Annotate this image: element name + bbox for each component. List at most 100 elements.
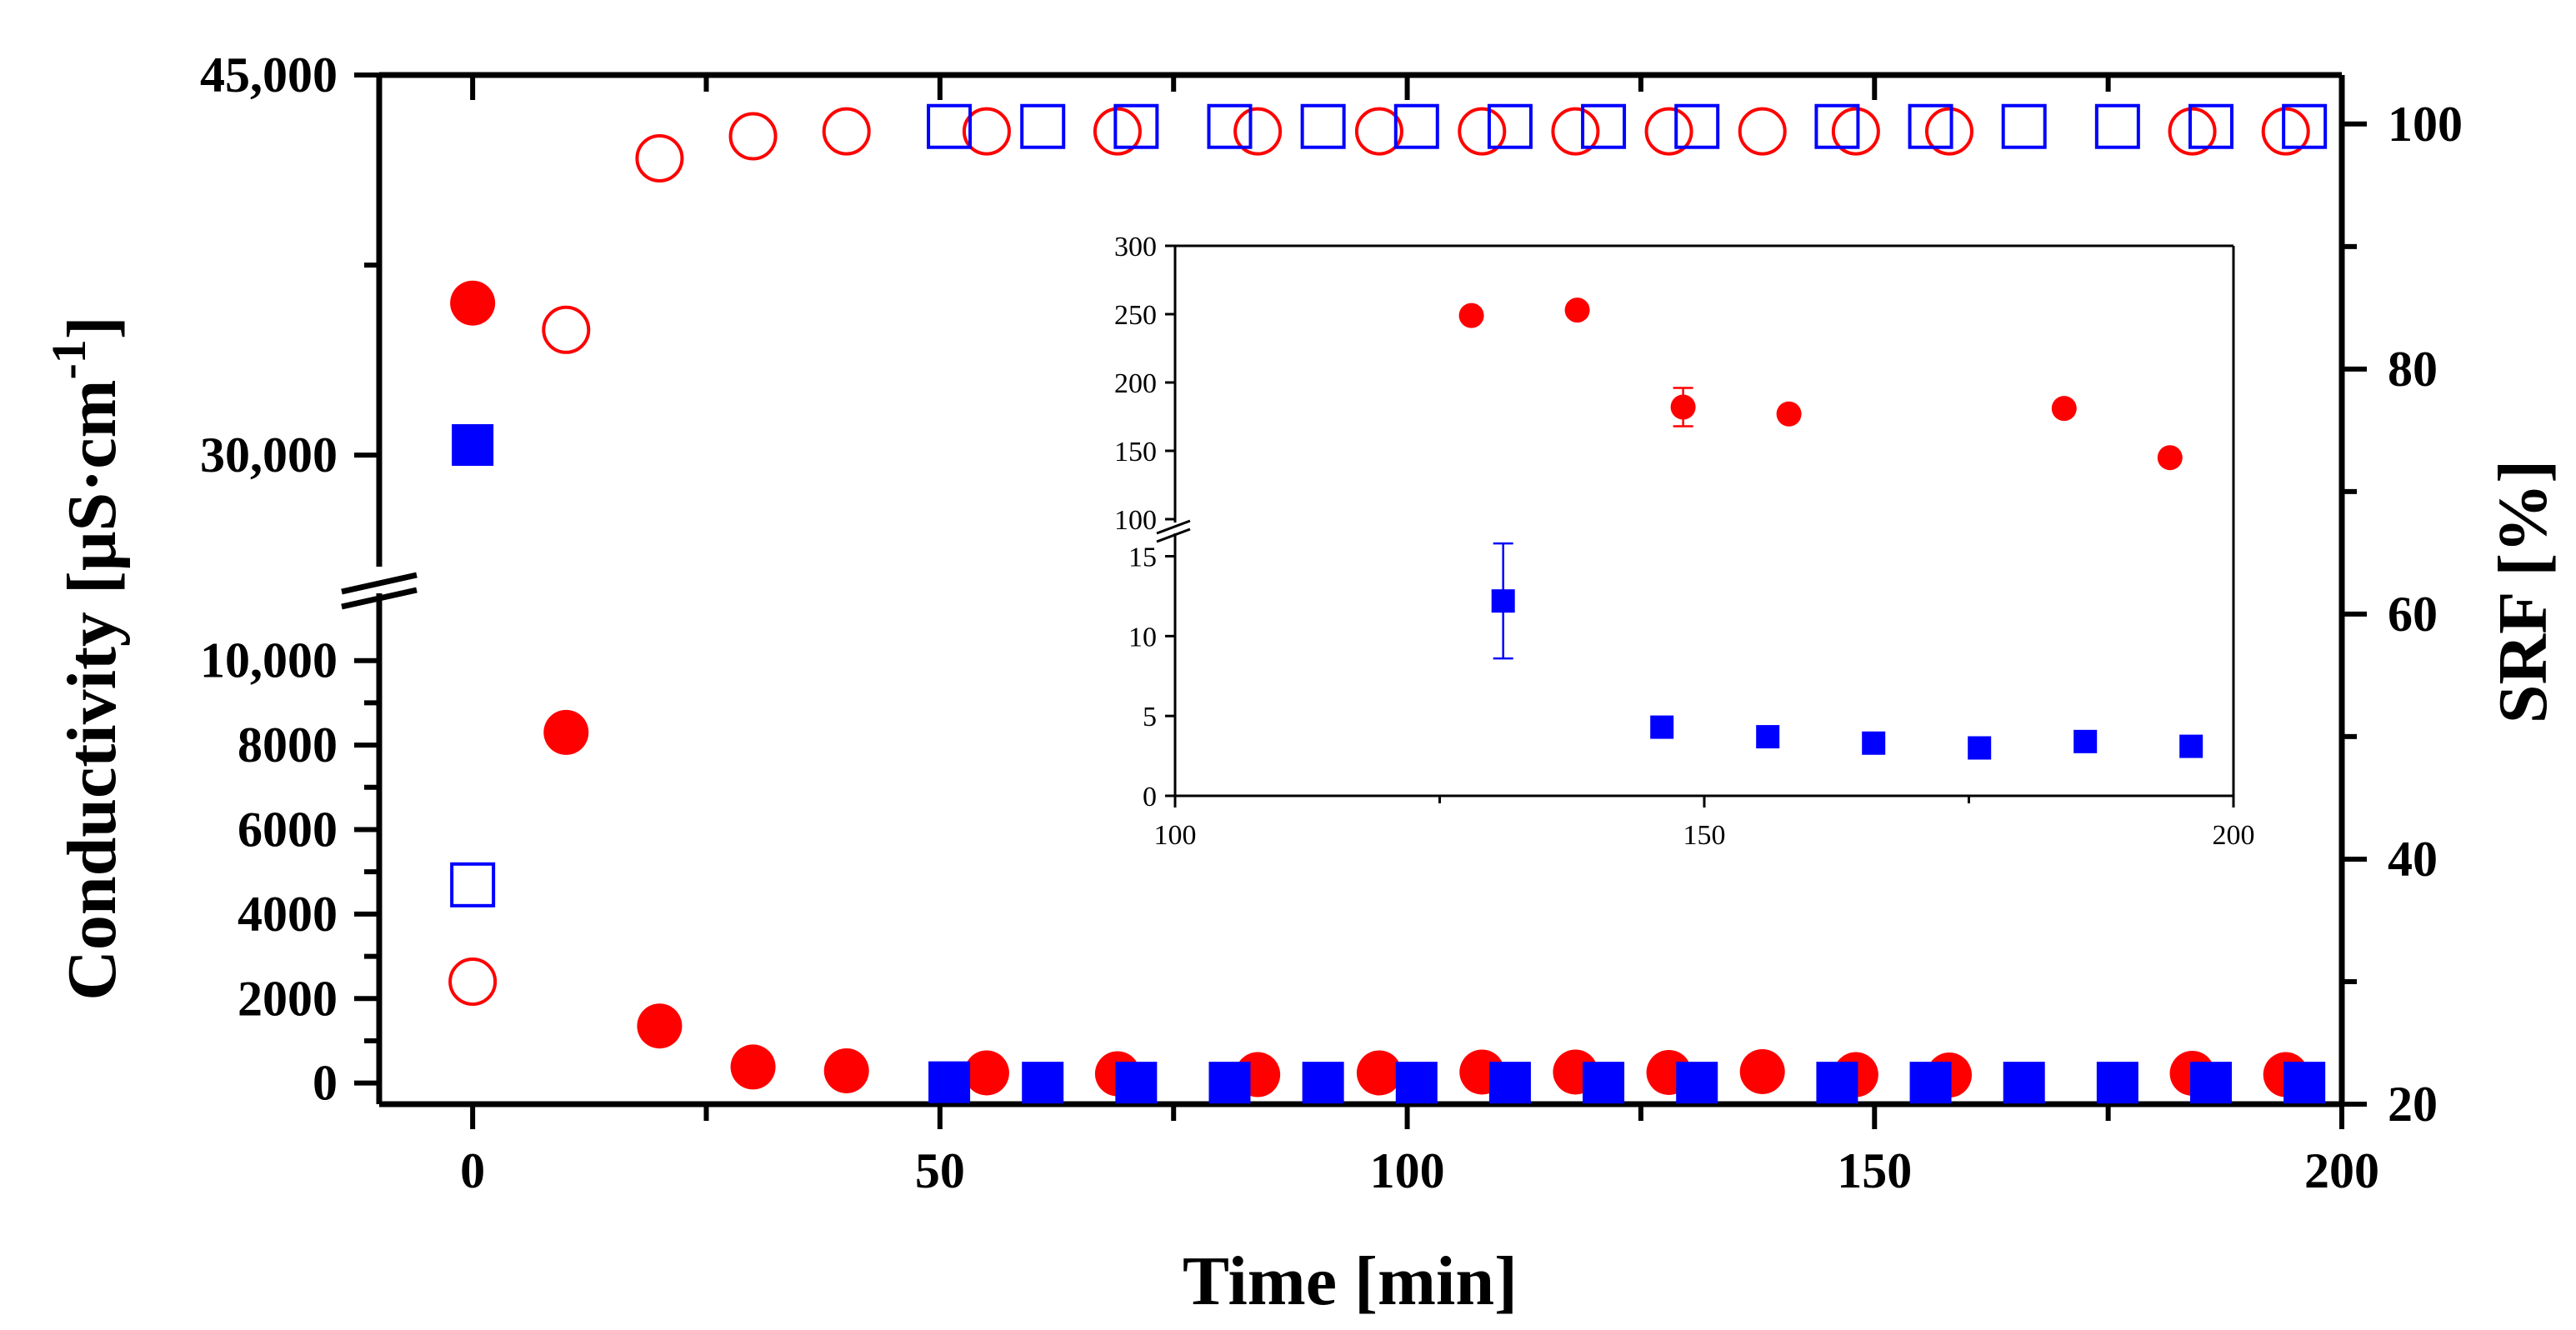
filled-square-point: [2283, 1062, 2326, 1104]
open-square-point: [1300, 103, 1346, 149]
filled-square-point: [1650, 715, 1674, 739]
inset-axes: 100 150 200 0 5 10 15 100 150 200 250 300: [1114, 232, 2255, 851]
open-circle-point: [962, 107, 1011, 156]
open-circle-point: [822, 107, 871, 156]
inset-background: [1175, 246, 2233, 804]
main-axes: 0 50 100 150 2000200040006000800010,00030,00…: [200, 48, 2463, 1198]
inset-y-axis-break-mark: [1156, 528, 1191, 543]
filled-square-point: [2190, 1062, 2232, 1104]
filled-square-point: [1583, 1062, 1625, 1104]
inset-y-tick-label: 200: [1114, 368, 1157, 399]
inset-y-tick-label: 0: [1143, 782, 1157, 812]
open-circle-point: [635, 133, 684, 182]
filled-square-point: [1395, 1062, 1438, 1104]
inset-x-tick-label: 100: [1154, 820, 1197, 851]
inset-y-tick-label: 15: [1128, 542, 1157, 573]
filled-square-point: [1756, 725, 1780, 749]
open-square-point: [1908, 103, 1953, 149]
open-circle-point: [1233, 107, 1283, 156]
open-circle-point: [1738, 107, 1787, 156]
filled-circle-point: [450, 280, 496, 326]
open-square-point: [1674, 103, 1720, 149]
inset-y-tick-label: 100: [1114, 505, 1157, 536]
inset-y-tick-label: 150: [1114, 437, 1157, 468]
y2-tick-label: 40: [2388, 832, 2438, 887]
filled-circle-point: [1670, 394, 1696, 420]
y-axis-break-mark: [341, 587, 418, 610]
y-axis-title-main: Conductivity [μS·cm: [53, 380, 131, 1001]
y-tick-label: 2000: [238, 971, 338, 1026]
filled-circle-point: [1776, 401, 1802, 427]
open-square-point: [2094, 103, 2140, 149]
open-circle-point: [1551, 107, 1600, 156]
open-square-point: [1207, 103, 1253, 149]
inset-data-points: [1458, 298, 2203, 760]
filled-square-point: [1676, 1062, 1718, 1104]
y-axis-break-mark: [341, 572, 418, 595]
filled-square-point: [1491, 589, 1515, 613]
y-axis-title: Conductivity [μS·cm-1]: [42, 316, 131, 1001]
filled-square-point: [1208, 1062, 1251, 1104]
filled-square-point: [2073, 729, 2098, 753]
y-tick-label: 4000: [238, 887, 338, 942]
filled-square-point: [1909, 1062, 1952, 1104]
inset-y-tick-label: 5: [1143, 702, 1157, 732]
x-axis-title: Time [min]: [1183, 1242, 1518, 1320]
filled-square-point: [1862, 731, 1886, 755]
y-tick-label: 45,000: [200, 48, 338, 102]
x-tick-label: 200: [2304, 1143, 2379, 1198]
inset-y-axis-break-mark: [1156, 519, 1191, 535]
filled-square-point: [928, 1061, 971, 1103]
filled-square-point: [2003, 1062, 2045, 1104]
filled-circle-point: [543, 709, 589, 755]
filled-square-point: [2179, 734, 2203, 758]
open-square-point: [1814, 103, 1860, 149]
filled-square-point: [1115, 1062, 1158, 1104]
inset-x-tick-label: 150: [1683, 820, 1726, 851]
open-square-point: [1393, 103, 1439, 149]
y-tick-label: 0: [313, 1056, 338, 1111]
filled-circle-point: [1356, 1050, 1402, 1096]
filled-square-point: [1968, 736, 1992, 760]
open-square-point: [2188, 103, 2233, 149]
filled-square-point: [2096, 1062, 2138, 1104]
filled-circle-point: [730, 1044, 776, 1090]
filled-circle-point: [1739, 1048, 1785, 1094]
y2-tick-label: 100: [2388, 97, 2463, 152]
open-circle-point: [1831, 107, 1880, 156]
y-axis-title-close: ]: [53, 316, 131, 339]
open-circle-point: [448, 957, 498, 1006]
inset-y-tick-label: 300: [1114, 232, 1157, 262]
open-circle-point: [1458, 107, 1507, 156]
open-square-point: [2282, 103, 2328, 149]
open-square-point: [927, 103, 973, 149]
y-axis-title-sup: -1: [42, 339, 96, 379]
x-tick-label: 0: [460, 1143, 485, 1198]
x-tick-label: 100: [1370, 1143, 1445, 1198]
open-square-point: [1487, 103, 1533, 149]
x-tick-label: 50: [915, 1143, 965, 1198]
open-square-point: [1581, 103, 1627, 149]
inset-y-tick-label: 10: [1128, 622, 1157, 652]
y2-axis-title: SRF [%]: [2484, 460, 2562, 724]
open-square-point: [1113, 103, 1159, 149]
y-tick-label: 6000: [238, 802, 338, 857]
filled-circle-point: [823, 1048, 869, 1093]
filled-circle-point: [963, 1050, 1009, 1096]
open-circle-point: [1093, 107, 1142, 156]
y2-tick-label: 20: [2388, 1077, 2438, 1132]
inset-y-tick-label: 250: [1114, 300, 1157, 331]
filled-square-point: [1022, 1062, 1064, 1104]
filled-circle-point: [1564, 298, 1590, 323]
inset-x-tick-label: 200: [2213, 820, 2255, 851]
open-circle-point: [2168, 107, 2217, 156]
open-square-point: [2001, 103, 2047, 149]
main-data-points: [448, 103, 2328, 1104]
y-tick-label: 8000: [238, 718, 338, 772]
open-circle-point: [1644, 107, 1693, 156]
filled-circle-point: [1458, 302, 1484, 328]
open-circle-point: [2261, 107, 2310, 156]
open-square-point: [1020, 103, 1066, 149]
filled-square-point: [1488, 1062, 1531, 1104]
